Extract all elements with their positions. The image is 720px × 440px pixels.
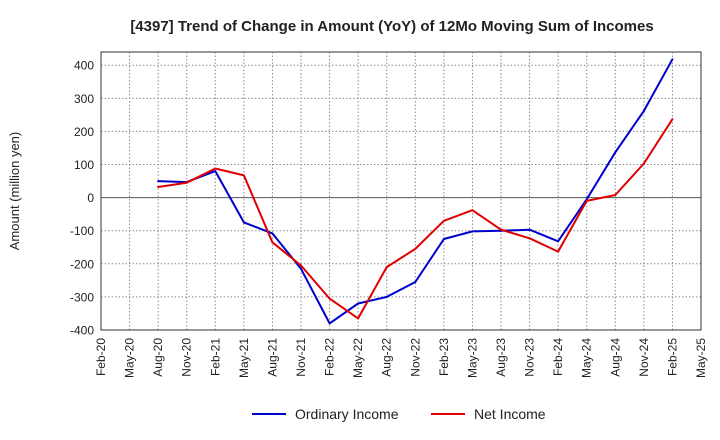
x-tick-label: Feb-22 xyxy=(323,338,337,376)
x-tick-label: Nov-20 xyxy=(180,338,194,377)
y-tick-label: 100 xyxy=(74,158,94,172)
x-tick-label: May-25 xyxy=(694,338,708,378)
gridlines xyxy=(101,51,701,330)
data-point-net-income xyxy=(614,193,617,196)
x-tick-label: Feb-20 xyxy=(94,338,108,376)
y-tick-label: 300 xyxy=(74,92,94,106)
data-point-ordinary-income xyxy=(671,58,674,61)
y-tick-labels: 400 300 200 100 0 -100 -200 -300 -400 xyxy=(70,59,94,338)
x-tick-labels: Feb-20 May-20 Aug-20 Nov-20 Feb-21 May-21 Aug-… xyxy=(94,338,708,378)
data-point-ordinary-income xyxy=(157,180,160,183)
y-tick-label: -200 xyxy=(70,257,94,271)
x-tick-label: May-22 xyxy=(351,338,365,378)
data-point-ordinary-income xyxy=(414,281,417,284)
y-tick-label: -100 xyxy=(70,224,94,238)
data-point-ordinary-income xyxy=(471,230,474,233)
x-tick-label: Aug-20 xyxy=(151,338,165,377)
data-point-ordinary-income xyxy=(528,228,531,231)
y-tick-label: -400 xyxy=(70,324,94,338)
series-lines xyxy=(157,58,674,325)
data-point-ordinary-income xyxy=(557,240,560,243)
x-tick-label: May-20 xyxy=(123,338,137,378)
data-point-ordinary-income xyxy=(300,267,302,270)
x-tick-label: Nov-23 xyxy=(523,338,537,377)
data-point-net-income xyxy=(671,118,674,121)
x-tick-label: May-23 xyxy=(465,338,479,378)
data-point-net-income xyxy=(300,264,302,267)
data-point-net-income xyxy=(528,237,531,240)
data-point-net-income xyxy=(557,250,560,253)
y-tick-label: -300 xyxy=(70,290,94,304)
x-tick-label: Feb-24 xyxy=(551,338,565,376)
data-point-ordinary-income xyxy=(385,295,388,298)
data-point-net-income xyxy=(414,247,417,250)
data-point-net-income xyxy=(442,219,445,222)
x-tick-label: Aug-21 xyxy=(265,338,279,377)
data-point-net-income xyxy=(242,174,245,177)
data-point-net-income xyxy=(271,241,274,244)
y-tick-label: 400 xyxy=(74,59,94,73)
x-tick-label: Nov-24 xyxy=(637,338,651,377)
x-tick-label: Nov-22 xyxy=(408,338,422,377)
data-point-net-income xyxy=(357,317,360,320)
data-point-net-income xyxy=(585,199,588,202)
y-tick-label: 0 xyxy=(87,191,94,205)
data-point-ordinary-income xyxy=(614,151,617,154)
legend-ordinary-income-label: Ordinary Income xyxy=(295,406,399,422)
data-point-net-income xyxy=(471,209,474,212)
y-tick-label: 200 xyxy=(74,125,94,139)
legend: Ordinary Income Net Income xyxy=(252,406,546,422)
data-point-net-income xyxy=(214,167,217,170)
legend-net-income-label: Net Income xyxy=(474,406,546,422)
data-point-net-income xyxy=(185,181,188,184)
data-point-ordinary-income xyxy=(357,302,360,305)
data-point-net-income xyxy=(500,228,502,231)
data-point-net-income xyxy=(385,266,388,269)
data-point-ordinary-income xyxy=(442,237,445,240)
data-point-ordinary-income xyxy=(642,109,645,112)
x-tick-label: Feb-25 xyxy=(665,338,679,376)
data-point-net-income xyxy=(642,162,645,165)
x-tick-label: Feb-21 xyxy=(208,338,222,376)
x-tick-label: May-24 xyxy=(580,338,594,378)
y-axis-label: Amount (million yen) xyxy=(7,132,22,251)
x-tick-label: Feb-23 xyxy=(437,338,451,376)
x-tick-label: Aug-22 xyxy=(380,338,394,377)
data-point-ordinary-income xyxy=(242,221,245,224)
x-tick-label: Nov-21 xyxy=(294,338,308,377)
x-tick-label: May-21 xyxy=(237,338,251,378)
data-point-ordinary-income xyxy=(271,232,274,235)
chart-title: [4397] Trend of Change in Amount (YoY) o… xyxy=(130,18,653,35)
data-point-net-income xyxy=(328,297,331,300)
data-point-ordinary-income xyxy=(214,170,217,173)
x-tick-label: Aug-24 xyxy=(608,338,622,377)
plot-frame xyxy=(100,51,702,331)
data-point-net-income xyxy=(157,186,160,189)
x-tick-label: Aug-23 xyxy=(494,338,508,377)
data-point-ordinary-income xyxy=(328,322,331,325)
series-line-net-income xyxy=(157,118,674,320)
